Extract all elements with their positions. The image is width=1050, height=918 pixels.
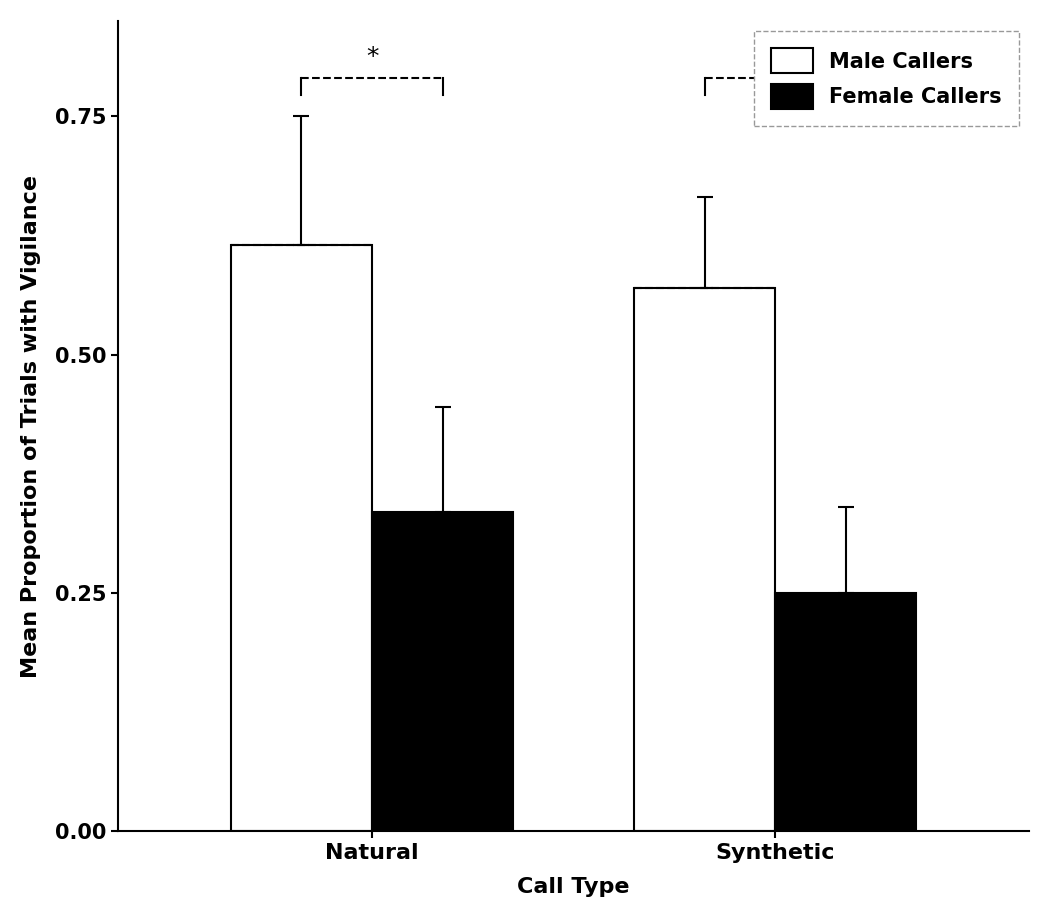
Text: †: † [769,40,782,69]
Bar [231,245,372,832]
Bar [775,593,917,832]
Text: *: * [365,44,378,69]
X-axis label: Call Type: Call Type [518,878,630,897]
Bar [372,512,513,832]
Y-axis label: Mean Proportion of Trials with Vigilance: Mean Proportion of Trials with Vigilance [21,174,41,677]
Bar [634,288,775,832]
Legend: Male Callers, Female Callers: Male Callers, Female Callers [755,31,1018,126]
